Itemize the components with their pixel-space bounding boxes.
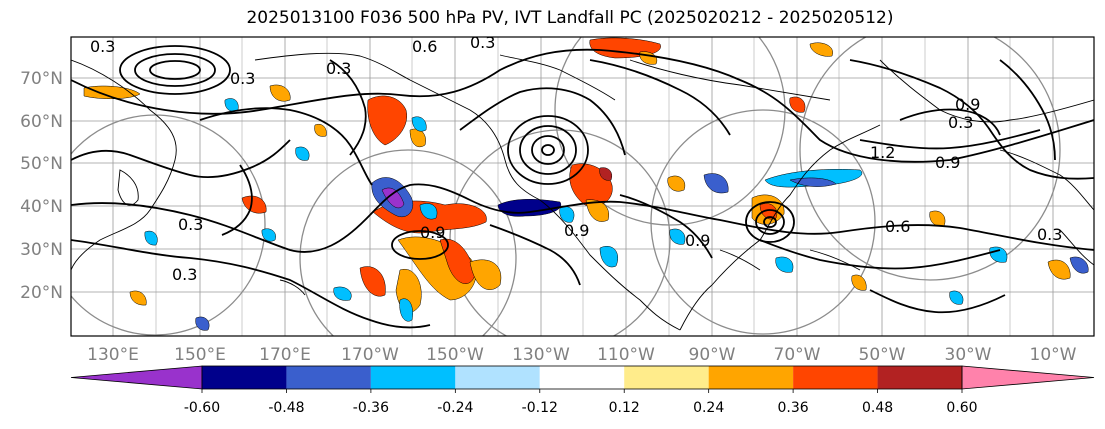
shade-positive [269,84,291,102]
contour-label: 0.3 [470,33,495,52]
contour-label: 0.3 [230,69,255,88]
shade-negative [703,173,729,194]
contour-label: 0.3 [90,37,115,56]
colorbar-tick-label: 0.48 [862,400,893,416]
shade-negative [411,116,427,132]
lon-tick-label: 90°W [689,345,736,365]
shade-negative [261,228,276,242]
shade-positive [359,266,386,297]
shade-negative [333,286,352,301]
lon-tick-label: 50°W [859,345,906,365]
colorbar-segment [370,366,456,389]
lon-tick-label: 10°W [1030,345,1077,365]
contour-label: 0.3 [326,59,351,78]
shade-positive [241,195,267,214]
shade-negative [399,298,413,322]
colorbar-segment [624,366,709,389]
colorbar-segment [877,366,962,389]
shade-negative [789,177,837,187]
colorbar-segment [202,366,287,389]
lat-tick-label: 70°N [20,69,63,89]
shade-negative [669,228,686,245]
lat-axis: 70°N 60°N 50°N 40°N 30°N 20°N [20,69,63,303]
contour-label: 0.6 [412,37,437,56]
shade-positive [585,199,610,222]
contour-labels: 0.6 0.3 0.3 0.3 0.3 0.9 0.9 0.6 0.3 0.3 … [90,33,1062,284]
map-title: 2025013100 F036 500 hPa PV, IVT Landfall… [246,8,894,28]
shade-negative [419,203,438,220]
shade-positive [367,95,408,146]
shade-negative [144,230,158,246]
shade-positive [851,274,867,291]
colorbar-tick-label: -0.60 [184,400,220,416]
colorbar-tick-label: 0.12 [609,400,640,416]
contour-label: 0.3 [172,265,197,284]
shade-positive [789,96,806,113]
colorbar: -0.60 -0.48 -0.36 -0.24 -0.12 0.12 0.24 0.36 0.4… [70,365,1095,416]
contour-label: 0.9 [685,231,710,250]
lat-tick-label: 30°N [20,240,63,260]
contour-label: 0.9 [935,153,960,172]
graticule [71,37,1094,336]
shade-negative [949,290,964,305]
shade-negative [775,256,794,273]
lon-tick-label: 30°W [945,345,992,365]
lon-tick-label: 130°E [87,345,139,365]
shade-positive [809,42,833,57]
contour-label: 0.6 [885,217,910,236]
colorbar-segment [793,366,878,389]
shade-positive [667,175,686,192]
colorbar-extend-high [961,365,1095,390]
lon-tick-label: 130°W [512,345,570,365]
lon-tick-label: 150°W [426,345,484,365]
colorbar-tick-label: -0.36 [353,400,389,416]
lon-tick-label: 170°W [341,345,399,365]
colorbar-tick-label: -0.12 [522,400,558,416]
lat-tick-label: 40°N [20,197,63,217]
lat-tick-label: 50°N [20,154,63,174]
colorbar-tick-label: 0.60 [946,400,977,416]
colorbar-frame [201,365,963,390]
map-plot: 0.6 0.3 0.3 0.3 0.3 0.9 0.9 0.6 0.3 0.3 … [71,33,1094,336]
shade-negative [559,206,575,223]
map-frame [70,36,1095,337]
colorbar-segment [708,366,794,389]
shade-negative [1069,256,1089,274]
contour-label: 0.3 [178,215,203,234]
contour-label: 0.9 [955,95,980,114]
shade-negative [599,246,618,268]
lon-tick-label: 170°E [259,345,311,365]
contour-label: 0.9 [420,223,445,242]
colorbar-tick-label: -0.24 [437,400,473,416]
colorbar-segment [455,366,540,389]
lon-axis: 130°E 150°E 170°E 170°W 150°W 130°W 110°… [87,345,1077,365]
lon-tick-label: 150°E [174,345,226,365]
lat-tick-label: 60°N [20,112,63,132]
contour-label: 1.2 [870,143,895,162]
contour-label: 0.3 [948,113,973,132]
shade-positive [1047,259,1071,280]
shade-negative [295,146,310,161]
shade-positive [314,124,327,137]
contour-label: 0.9 [564,221,589,240]
colorbar-tick-label: 0.24 [693,400,724,416]
colorbar-extend-low [70,365,203,390]
contour-label: 0.3 [1037,225,1062,244]
lon-tick-label: 110°W [597,345,655,365]
colorbar-segment [539,366,625,389]
colorbar-segment [286,366,371,389]
shade-negative [195,316,210,331]
shade-positive [599,167,612,181]
coastlines [71,52,1094,331]
colorbar-tick-label: 0.36 [778,400,809,416]
pv-contours [71,45,1094,329]
lon-tick-label: 70°W [774,345,821,365]
lat-tick-label: 20°N [20,283,63,303]
shade-negative [381,187,405,209]
shade-positive [129,290,147,306]
colorbar-tick-label: -0.48 [268,400,304,416]
shade-positive [469,259,502,290]
range-circles [71,37,1061,336]
